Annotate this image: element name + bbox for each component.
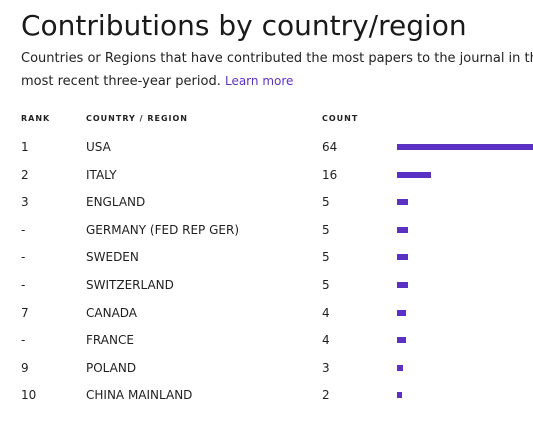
country-cell: GERMANY (FED REP GER) <box>86 222 239 237</box>
rank-cell: - <box>21 333 26 348</box>
count-cell: 16 <box>322 167 338 182</box>
rank-cell: - <box>21 250 26 265</box>
table-row: - GERMANY (FED REP GER) 5 <box>0 220 533 240</box>
table-row: - FRANCE 4 <box>0 330 533 350</box>
description-text: Countries or Regions that have contribut… <box>21 51 533 89</box>
count-cell: 2 <box>322 388 330 403</box>
country-cell: SWEDEN <box>86 250 139 265</box>
table-row: - SWITZERLAND 5 <box>0 275 533 295</box>
country-cell: POLAND <box>86 360 137 375</box>
table-row: 2 ITALY 16 <box>0 165 533 185</box>
count-bar <box>397 171 431 178</box>
count-cell: 5 <box>322 222 330 237</box>
country-cell: ENGLAND <box>86 195 146 210</box>
header-count: COUNT <box>322 114 359 123</box>
header-country-region: COUNTRY / REGION <box>86 114 188 123</box>
count-bar <box>397 309 406 316</box>
count-bar <box>397 337 406 344</box>
learn-more-link[interactable]: Learn more <box>224 74 294 88</box>
count-bar <box>397 282 408 288</box>
count-cell: 4 <box>322 305 330 320</box>
country-cell: FRANCE <box>86 333 134 348</box>
count-cell: 5 <box>322 278 330 292</box>
count-cell: 3 <box>322 360 330 375</box>
table-row: 9 POLAND 3 <box>0 358 533 378</box>
description: Countries or Regions that have contribut… <box>21 48 533 93</box>
rank-cell: 3 <box>21 195 29 210</box>
table-row: - SWEDEN 5 <box>0 247 533 267</box>
rank-cell: 1 <box>21 140 29 154</box>
count-bar <box>397 199 408 206</box>
count-cell: 64 <box>322 140 338 154</box>
header-rank: RANK <box>21 114 51 123</box>
count-cell: 5 <box>322 195 330 210</box>
table-row: 7 CANADA 4 <box>0 303 533 323</box>
table-row: 1 USA 64 <box>0 137 533 157</box>
count-bar <box>397 364 403 371</box>
rank-cell: 10 <box>21 388 37 403</box>
country-cell: USA <box>86 140 111 154</box>
count-bar <box>397 254 408 261</box>
country-cell: ITALY <box>86 167 117 182</box>
country-cell: CANADA <box>86 305 138 320</box>
rank-cell: 2 <box>21 167 29 182</box>
page-title: Contributions by country/region <box>21 9 467 42</box>
table-row: 10 CHINA MAINLAND 2 <box>0 385 533 405</box>
rank-cell: - <box>21 222 26 237</box>
count-bar <box>397 144 533 150</box>
table-row: 3 ENGLAND 5 <box>0 192 533 212</box>
rank-cell: 9 <box>21 360 29 375</box>
count-cell: 4 <box>322 333 330 348</box>
country-cell: SWITZERLAND <box>86 278 174 292</box>
rank-cell: 7 <box>21 305 29 320</box>
country-cell: CHINA MAINLAND <box>86 388 193 403</box>
count-cell: 5 <box>322 250 330 265</box>
count-bar <box>397 226 408 233</box>
count-bar <box>397 392 402 399</box>
rank-cell: - <box>21 278 26 292</box>
